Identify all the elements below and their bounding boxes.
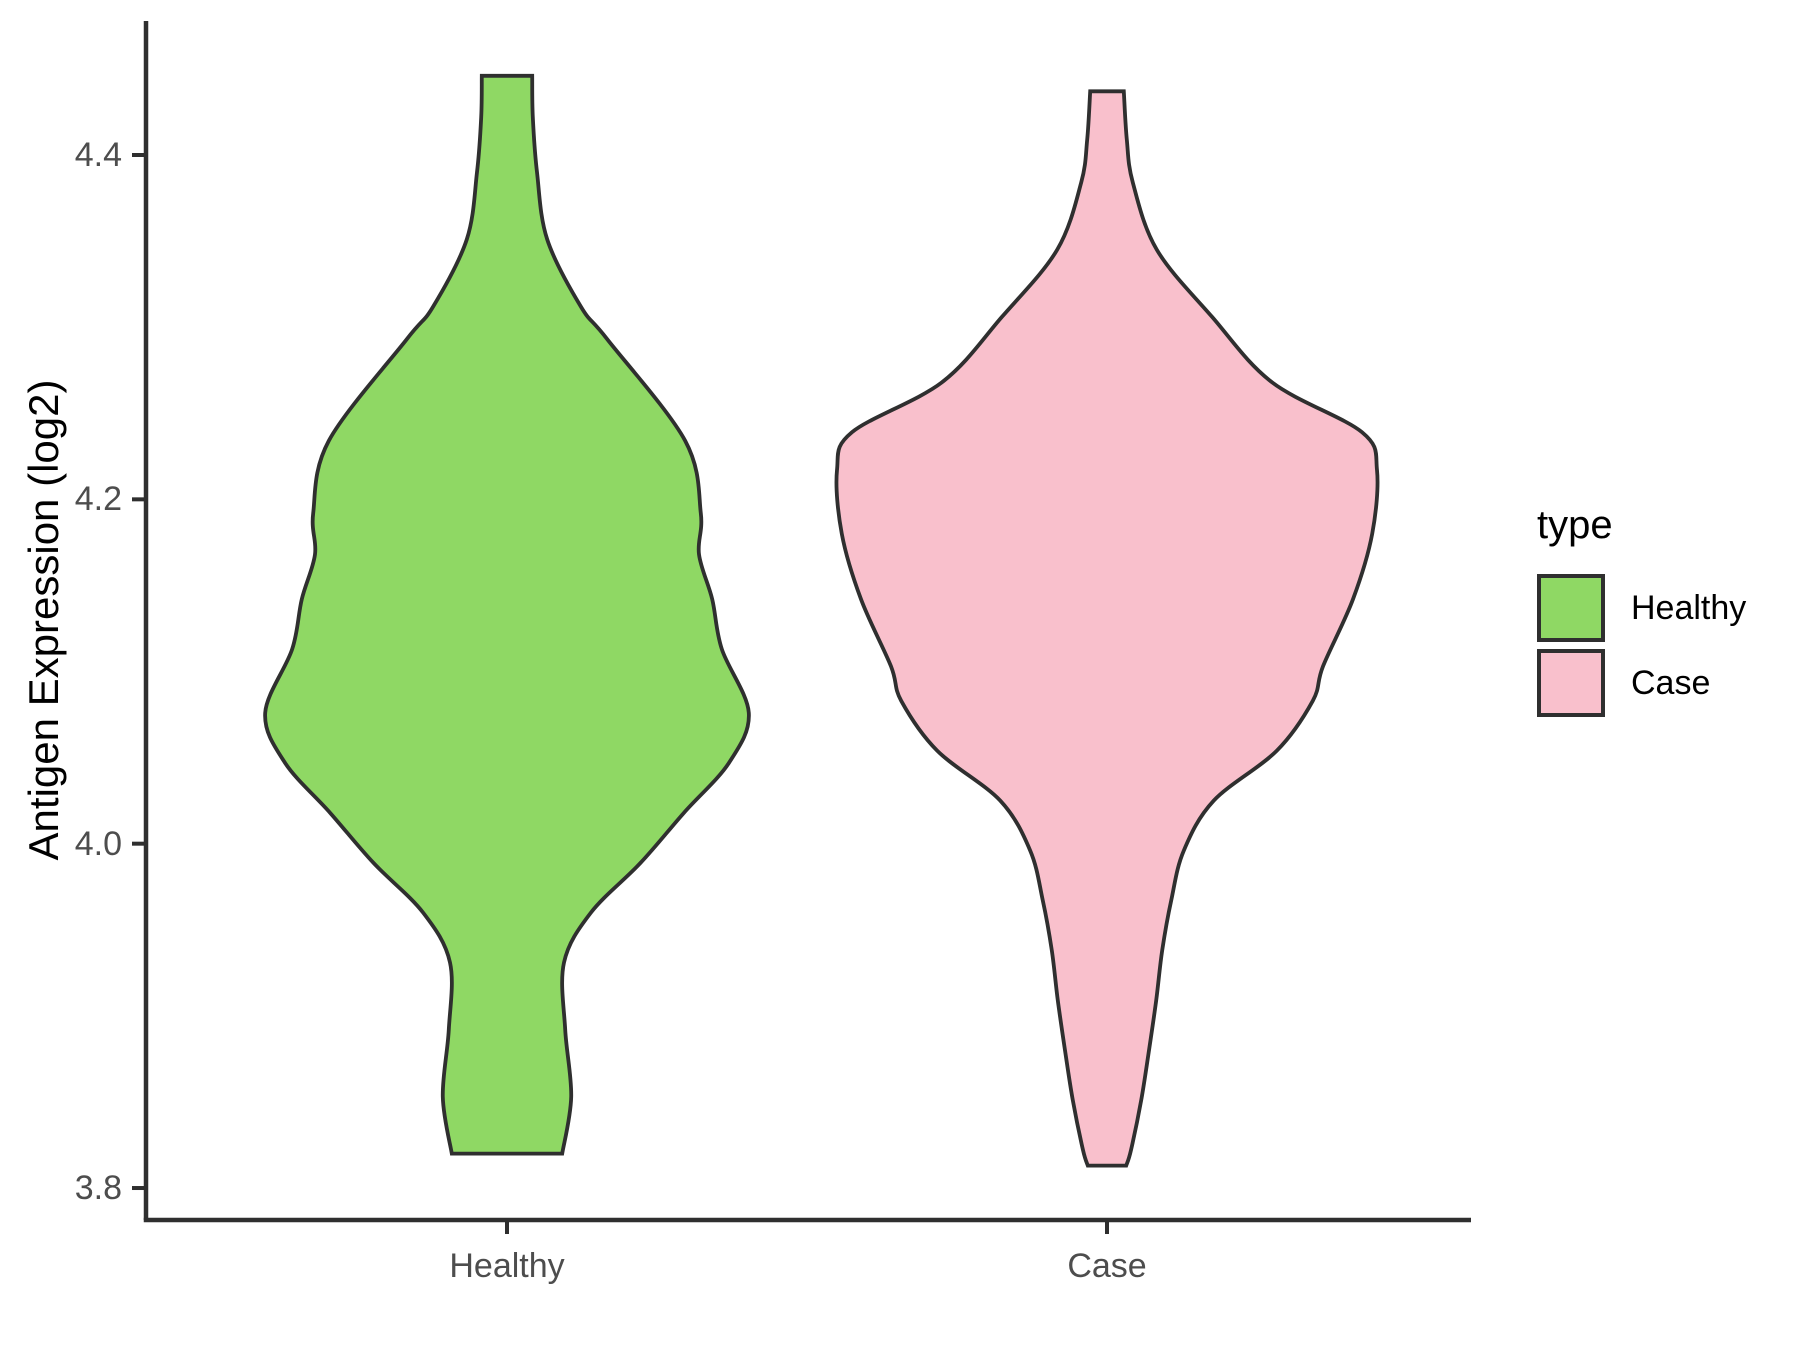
y-tick-label: 4.0	[74, 824, 122, 863]
legend-entries: Healthy Case	[1537, 574, 1746, 717]
legend-label: Healthy	[1631, 588, 1747, 627]
legend-key-swatch	[1537, 574, 1605, 642]
legend-key-swatch	[1537, 649, 1605, 717]
legend-title: type	[1537, 503, 1613, 547]
x-tick-label-case: Case	[1067, 1247, 1147, 1285]
y-tick-label: 4.2	[74, 480, 122, 519]
axis-ticks-group	[132, 153, 1109, 1234]
y-tick-label: 4.4	[74, 136, 122, 174]
y-tick-label: 3.8	[74, 1169, 122, 1208]
legend-entry-case: Case	[1537, 649, 1746, 717]
y-axis-title: Antigen Expression (log2)	[20, 379, 67, 861]
violin-healthy	[263, 73, 751, 1156]
legend-label: Case	[1631, 663, 1711, 702]
violins-group	[263, 73, 1380, 1168]
legend: type Healthy Case	[1537, 503, 1746, 724]
violin-case	[834, 89, 1380, 1168]
legend-entry-healthy: Healthy	[1537, 574, 1746, 642]
x-tick-label-healthy: Healthy	[449, 1247, 565, 1285]
